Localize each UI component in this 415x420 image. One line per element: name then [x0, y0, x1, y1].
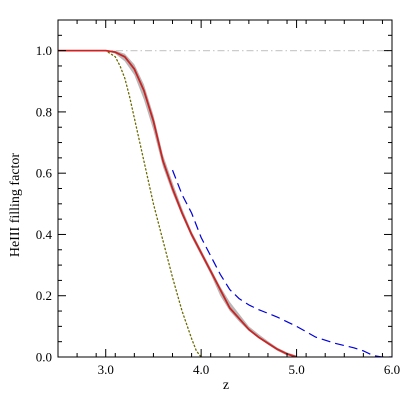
y-axis-label: HeIII filling factor: [8, 153, 23, 258]
x-tick-label: 3.0: [98, 362, 114, 377]
x-tick-label: 6.0: [384, 362, 400, 377]
series-line-2-dashed: [171, 169, 392, 357]
chart-marks: [58, 49, 392, 357]
y-tick-label: 0.2: [36, 288, 52, 303]
chart-axes: 3.0 4.0 5.0 6.0 0.0 0.2 0.4 0.6 0.8 1.0: [36, 19, 400, 377]
series-band-area: [58, 50, 297, 357]
x-tick-label: 4.0: [193, 362, 209, 377]
y-tick-label: 0.6: [36, 166, 53, 181]
y-tick-label: 1.0: [36, 43, 52, 58]
y-tick-label: 0.0: [36, 350, 52, 365]
series-line-4-solid: [58, 49, 297, 357]
y-tick-label: 0.4: [36, 227, 53, 242]
x-axis-label: z: [223, 378, 229, 393]
series-line-3-dotted: [58, 49, 202, 357]
x-tick-label: 5.0: [288, 362, 304, 377]
y-tick-label: 0.8: [36, 104, 52, 119]
